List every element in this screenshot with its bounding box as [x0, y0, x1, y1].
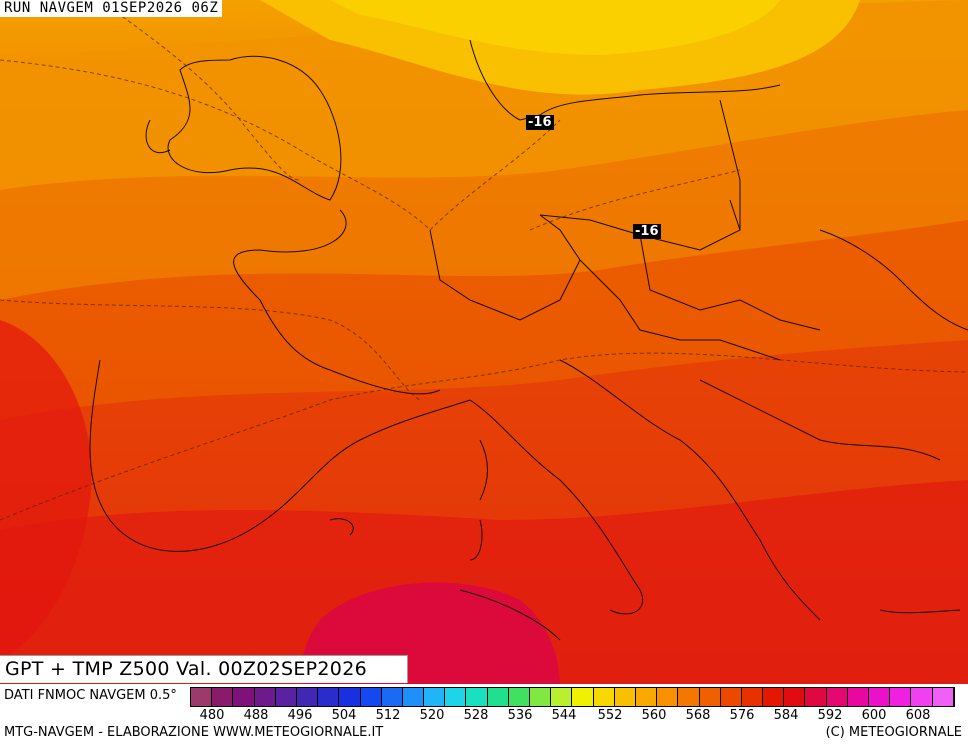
tick-label: 592 [817, 708, 843, 723]
run-label: RUN NAVGEM 01SEP2026 06Z [0, 0, 223, 17]
tick-label: 552 [597, 708, 623, 723]
band-5 [0, 480, 968, 684]
colorbar-swatch [678, 688, 700, 706]
colorbar-swatch [275, 688, 297, 706]
band-yellow-light [330, 0, 780, 55]
footer: DATI FNMOC NAVGEM 0.5° 480 488 496 504 5… [0, 684, 968, 745]
colorbar-swatch [635, 688, 658, 706]
colorbar-swatch [869, 688, 891, 706]
tick-label: 544 [551, 708, 577, 723]
colorbar-swatch [699, 688, 721, 706]
tick-label: 536 [507, 708, 533, 723]
tick-label: 488 [243, 708, 269, 723]
colorbar-swatch [360, 688, 382, 706]
colorbar-swatch [233, 688, 255, 706]
weather-map [0, 0, 968, 684]
colorbar-swatch [254, 688, 276, 706]
colorbar-swatch [424, 688, 446, 706]
colorbar-swatch [339, 688, 361, 706]
colorbar-swatch [445, 688, 467, 706]
tick-label: 576 [729, 708, 755, 723]
tick-label: 496 [287, 708, 313, 723]
source-label: DATI FNMOC NAVGEM 0.5° [4, 688, 177, 703]
tick-label: 608 [905, 708, 931, 723]
colorbar-swatch [932, 688, 954, 706]
colorbar-swatch [466, 688, 488, 706]
isotherm-label: -16 [633, 224, 661, 239]
tick-label: 520 [419, 708, 445, 723]
colorbar-swatch [784, 688, 806, 706]
colorbar-swatch [826, 688, 848, 706]
band-warm-west [0, 320, 92, 660]
isotherm-label: -16 [526, 115, 554, 130]
colorbar-swatch [296, 688, 319, 706]
colorbar-swatch [212, 688, 234, 706]
colorbar-swatch [741, 688, 764, 706]
colorbar-swatch [763, 688, 785, 706]
colorbar-swatch [487, 688, 509, 706]
colorbar [190, 687, 955, 707]
colorbar-swatch [191, 688, 213, 706]
tick-label: 568 [685, 708, 711, 723]
colorbar-swatch [890, 688, 912, 706]
colorbar-swatch [318, 688, 340, 706]
colorbar-swatch [657, 688, 679, 706]
colorbar-swatch [847, 688, 869, 706]
colorbar-swatch [911, 688, 933, 706]
colorbar-swatch [381, 688, 403, 706]
colorbar-swatch [720, 688, 742, 706]
band-3 [0, 220, 968, 420]
tick-label: 528 [463, 708, 489, 723]
left-credit: MTG-NAVGEM - ELABORAZIONE WWW.METEOGIORN… [4, 725, 384, 740]
right-credit: (C) METEOGIORNALE [825, 725, 962, 740]
colorbar-swatch [593, 688, 615, 706]
band-4 [0, 340, 968, 530]
tick-label: 600 [861, 708, 887, 723]
map-title: GPT + TMP Z500 Val. 00Z02SEP2026 [0, 655, 408, 683]
tick-label: 480 [199, 708, 225, 723]
colorbar-swatch [572, 688, 594, 706]
colorbar-swatch [551, 688, 573, 706]
colorbar-swatch [614, 688, 636, 706]
tick-label: 584 [773, 708, 799, 723]
tick-label: 504 [331, 708, 357, 723]
tick-label: 560 [641, 708, 667, 723]
colorbar-ticks: 480 488 496 504 512 520 528 536 544 552 … [190, 708, 968, 724]
colorbar-swatch [402, 688, 425, 706]
colorbar-swatch [530, 688, 552, 706]
tick-label: 512 [375, 708, 401, 723]
colorbar-swatch [508, 688, 530, 706]
colorbar-swatch [805, 688, 827, 706]
